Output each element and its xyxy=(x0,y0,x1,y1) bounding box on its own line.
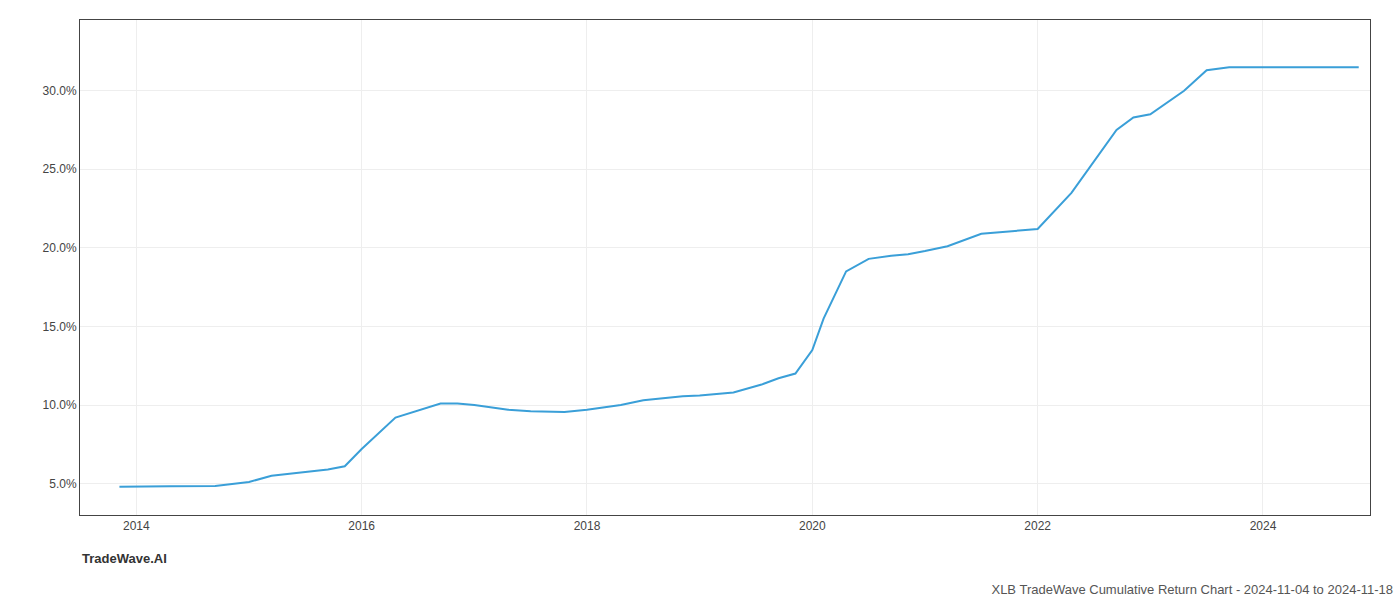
svg-text:TradeWave.AI: TradeWave.AI xyxy=(82,551,167,566)
svg-text:2016: 2016 xyxy=(348,519,375,533)
svg-text:25.0%: 25.0% xyxy=(43,162,77,176)
svg-text:2014: 2014 xyxy=(123,519,150,533)
svg-text:5.0%: 5.0% xyxy=(49,477,77,491)
svg-text:10.0%: 10.0% xyxy=(43,398,77,412)
svg-text:2020: 2020 xyxy=(799,519,826,533)
svg-text:30.0%: 30.0% xyxy=(43,84,77,98)
svg-text:2022: 2022 xyxy=(1024,519,1051,533)
svg-text:2024: 2024 xyxy=(1250,519,1277,533)
svg-text:15.0%: 15.0% xyxy=(43,320,77,334)
svg-text:2018: 2018 xyxy=(574,519,601,533)
svg-text:XLB TradeWave Cumulative Retur: XLB TradeWave Cumulative Return Chart - … xyxy=(991,582,1393,597)
svg-text:20.0%: 20.0% xyxy=(43,241,77,255)
